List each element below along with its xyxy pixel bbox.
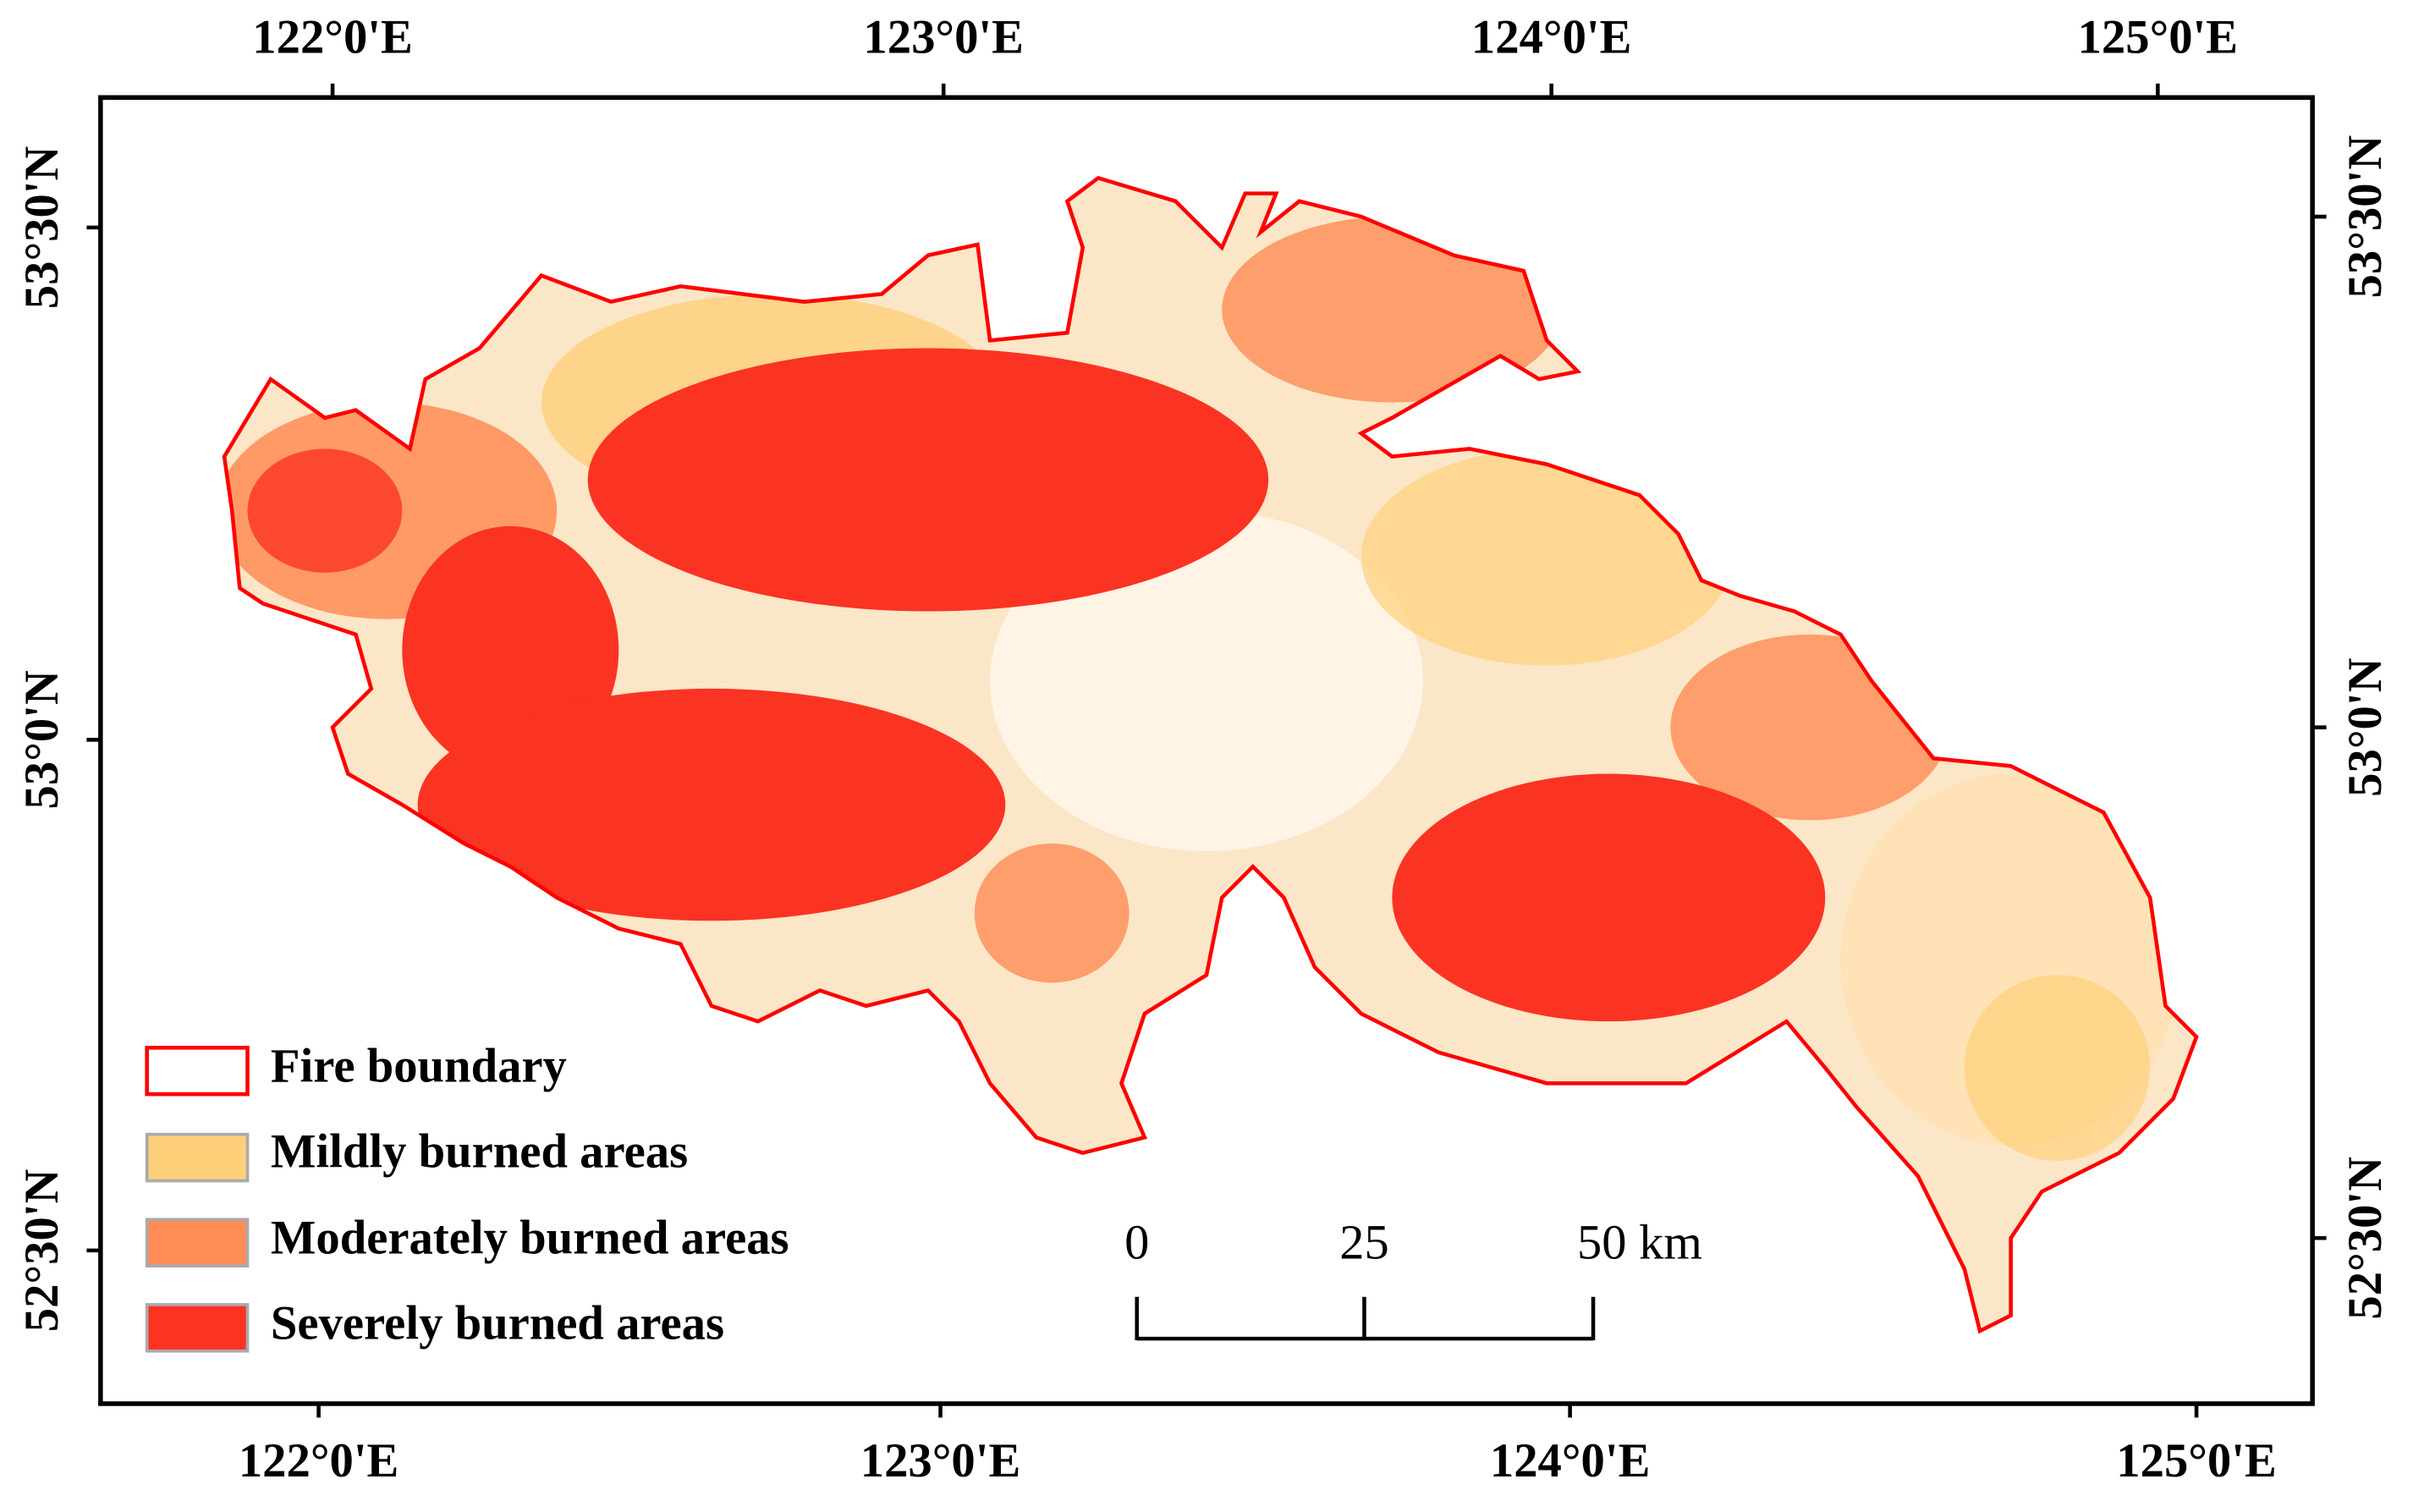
bottom-label: 124°0'E [1490, 1434, 1651, 1487]
legend-swatch [145, 1303, 250, 1353]
left-label: 53°30'N [15, 146, 69, 309]
legend-label: Severely burned areas [271, 1296, 724, 1350]
legend-swatch [145, 1132, 250, 1183]
bottom-label: 125°0'E [2116, 1434, 2277, 1487]
bottom-label: 123°0'E [860, 1434, 1021, 1487]
scale-label: 0 [1124, 1215, 1149, 1270]
top-label: 124°0'E [1471, 10, 1632, 63]
legend-label: Moderately burned areas [271, 1212, 789, 1265]
right-label: 52°30'N [2339, 1157, 2392, 1320]
top-label: 125°0'E [2078, 10, 2239, 63]
legend [145, 1045, 250, 1353]
scale-label: 50 km [1577, 1215, 1702, 1270]
scale-label: 25 [1339, 1215, 1388, 1270]
legend-label: Mildly burned areas [271, 1124, 688, 1178]
legend-label: Fire boundary [271, 1040, 567, 1093]
right-label: 53°0'N [2339, 657, 2392, 796]
top-label: 122°0'E [252, 10, 413, 63]
scale-bar [1135, 1296, 1596, 1341]
left-label: 53°0'N [15, 670, 69, 809]
burn-severity [224, 178, 2197, 1331]
left-label: 52°30'N [15, 1168, 69, 1332]
bottom-label: 122°0'E [239, 1434, 399, 1487]
top-label: 123°0'E [863, 10, 1024, 63]
right-label: 53°30'N [2339, 135, 2392, 299]
legend-swatch [145, 1218, 250, 1268]
legend-swatch [145, 1045, 250, 1097]
map-frame [98, 95, 2315, 1406]
